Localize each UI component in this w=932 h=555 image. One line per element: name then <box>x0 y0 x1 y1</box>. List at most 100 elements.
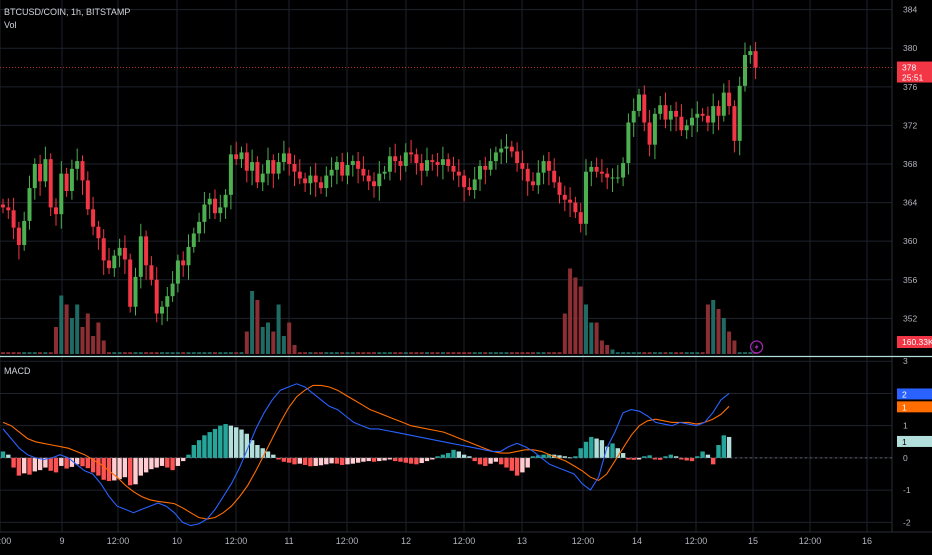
macd-histogram-bar <box>85 457 90 469</box>
macd-histogram-bar <box>149 457 154 470</box>
candle-body <box>382 171 387 174</box>
macd-histogram-bar <box>615 448 620 458</box>
time-tick-label: 12:00 <box>107 536 130 546</box>
volume-bar <box>11 352 16 354</box>
candle-body <box>440 159 445 165</box>
candle-body <box>387 156 392 172</box>
macd-histogram-bar <box>249 440 255 458</box>
signal-line <box>2 384 730 520</box>
candle-body <box>292 163 297 172</box>
macd-tick-label: 1 <box>903 421 908 431</box>
candle-body <box>727 92 732 107</box>
time-tick-label: 12 <box>401 536 411 546</box>
volume-bar <box>462 352 467 354</box>
macd-histogram-bar <box>467 456 472 458</box>
volume-bar <box>578 286 583 354</box>
candle-body <box>398 161 403 166</box>
macd-histogram-bar <box>59 457 64 466</box>
candle-body <box>154 279 159 314</box>
candle-body <box>165 296 170 307</box>
macd-histogram-bar <box>668 454 673 458</box>
volume-bar <box>6 352 11 354</box>
macd-histogram-bar <box>636 457 642 460</box>
time-tick-label: 11 <box>284 536 293 546</box>
price-tick-label: 384 <box>903 5 917 15</box>
macd-histogram-bar <box>271 454 276 458</box>
time-tick-label: 12:00 <box>453 536 476 546</box>
macd-histogram-bar <box>212 428 218 458</box>
time-tick-label: 13 <box>517 536 527 546</box>
macd-histogram-bar <box>340 457 345 465</box>
macd-histogram-bar <box>313 457 318 466</box>
candle-body <box>69 168 74 192</box>
volume-bar <box>711 300 716 354</box>
candle-body <box>546 161 551 171</box>
candle-body <box>499 148 504 153</box>
volume-bar <box>1 352 5 354</box>
candle-body <box>631 110 636 123</box>
macd-histogram-bar <box>191 445 196 458</box>
macd-histogram-bar <box>711 457 716 465</box>
volume-bar <box>525 352 530 354</box>
price-tick-label: 360 <box>903 236 917 246</box>
candle-body <box>372 181 376 187</box>
candle-body <box>319 182 323 189</box>
volume-bar <box>366 352 371 354</box>
volume-bar <box>85 313 90 354</box>
candle-body <box>122 247 127 260</box>
volume-bar <box>700 352 705 354</box>
candle-body <box>478 165 482 180</box>
volume-bar <box>281 336 286 354</box>
volume-bar <box>584 304 588 354</box>
candle-body <box>260 173 265 183</box>
candle-body <box>732 106 737 141</box>
volume-bar <box>324 352 329 354</box>
volume-bars <box>1 268 758 354</box>
volume-bar <box>531 352 535 354</box>
candle-body <box>1 204 5 208</box>
volume-bar <box>191 352 196 354</box>
price-tick-label: 364 <box>903 198 917 208</box>
candle-body <box>250 162 255 171</box>
volume-bar <box>207 352 212 354</box>
volume-bar <box>54 327 58 354</box>
volume-bar <box>260 327 265 354</box>
macd-histogram-bar <box>599 440 605 458</box>
macd-histogram-bar <box>101 457 106 480</box>
macd-histogram-bar <box>440 454 446 458</box>
volume-bar <box>748 352 753 354</box>
time-tick-label: 14 <box>632 536 642 546</box>
macd-tick-label: -1 <box>903 485 911 495</box>
candle-body <box>133 276 138 307</box>
macd-histogram-bar <box>186 454 191 458</box>
price-tick-label: 376 <box>903 82 917 92</box>
macd-histogram-bar <box>557 455 562 458</box>
candle-body <box>80 161 85 181</box>
macd-histogram-bar <box>255 445 260 458</box>
macd-histogram-bar <box>281 457 287 462</box>
volume-bar <box>345 352 350 354</box>
volume-bar <box>350 352 355 354</box>
volume-bar <box>403 352 408 354</box>
candle-body <box>228 154 233 195</box>
volume-bar <box>727 331 732 354</box>
candle-body <box>377 173 382 187</box>
macd-histogram-bar <box>128 457 133 486</box>
volume-bar <box>223 352 228 354</box>
candle-body <box>425 160 429 171</box>
candle-body <box>716 106 721 116</box>
candle-body <box>303 178 308 184</box>
macd-histogram-bar <box>96 457 101 476</box>
volume-bar <box>599 340 604 354</box>
volume-bar <box>38 352 43 354</box>
volume-bar <box>43 352 48 354</box>
candle-body <box>626 122 631 164</box>
volume-bar <box>663 352 668 354</box>
volume-bar <box>138 352 143 354</box>
macd-histogram-bar <box>154 457 159 468</box>
candle-body <box>493 152 498 162</box>
macd-histogram-bar <box>424 457 430 462</box>
macd-histogram-bar <box>196 440 202 458</box>
